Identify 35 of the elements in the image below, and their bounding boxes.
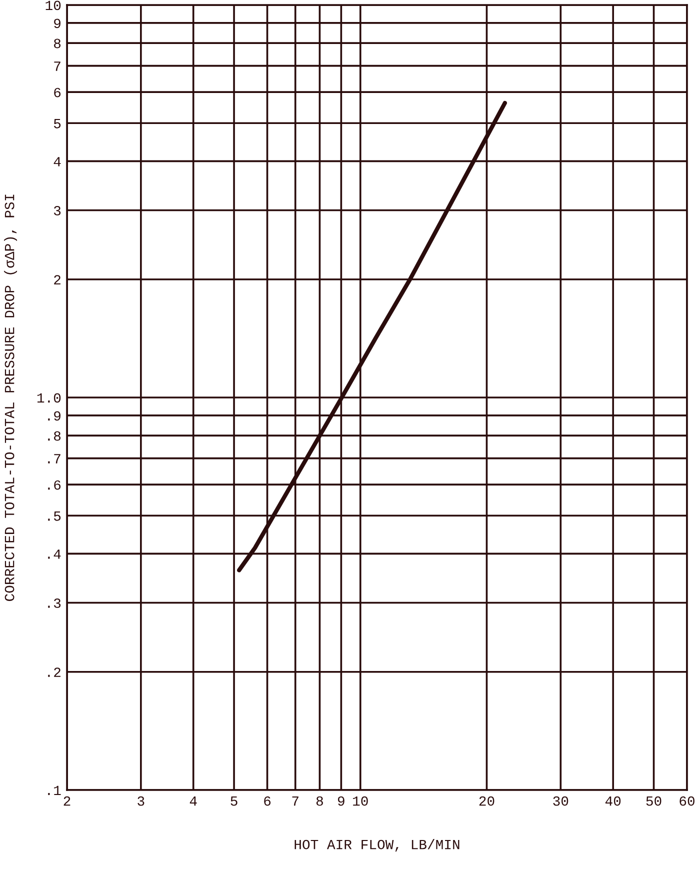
y-tick-label: 7 <box>54 62 60 71</box>
x-tick-label: 40 <box>605 796 621 806</box>
x-tick-label: 6 <box>264 796 271 806</box>
x-tick-label: 30 <box>553 796 568 806</box>
y-tick-label: 2 <box>54 275 60 284</box>
y-tick-label: .9 <box>48 411 60 421</box>
x-tick-label: 7 <box>292 796 298 806</box>
y-tick-label: 5 <box>54 119 61 128</box>
x-tick-label: 4 <box>190 796 197 806</box>
y-axis-title: CORRECTED TOTAL-TO-TOTAL PRESSURE DROP (σΔP), PSI <box>4 194 17 601</box>
x-tick-label: 50 <box>646 796 662 806</box>
y-tick-label: .5 <box>48 512 61 521</box>
x-axis-title: HOT AIR FLOW, LB/MIN <box>294 839 460 852</box>
x-tick-label: 5 <box>230 796 238 806</box>
x-tick-label: 8 <box>316 796 323 806</box>
x-tick-label: 60 <box>680 796 694 806</box>
y-tick-label: 1.0 <box>37 393 61 403</box>
y-tick-label: .8 <box>48 431 61 441</box>
y-tick-label: .6 <box>48 480 61 490</box>
y-tick-label: 4 <box>54 157 61 166</box>
y-tick-label: .7 <box>48 454 60 464</box>
y-tick-label: 6 <box>54 88 61 98</box>
y-tick-label: .4 <box>48 550 61 559</box>
y-tick-label: .3 <box>48 598 61 608</box>
x-tick-label: 20 <box>479 796 494 806</box>
y-tick-label: 9 <box>54 18 60 28</box>
x-tick-label: 2 <box>64 796 70 806</box>
y-tick-label: .2 <box>48 668 60 677</box>
y-tick-label: .1 <box>48 786 61 796</box>
y-tick-label: 8 <box>54 38 61 48</box>
y-tick-label: 3 <box>54 206 61 216</box>
y-tick-label: 10 <box>46 0 61 10</box>
x-tick-label: 9 <box>338 796 344 806</box>
x-tick-label: 3 <box>138 796 144 806</box>
x-tick-label: 10 <box>353 796 368 806</box>
